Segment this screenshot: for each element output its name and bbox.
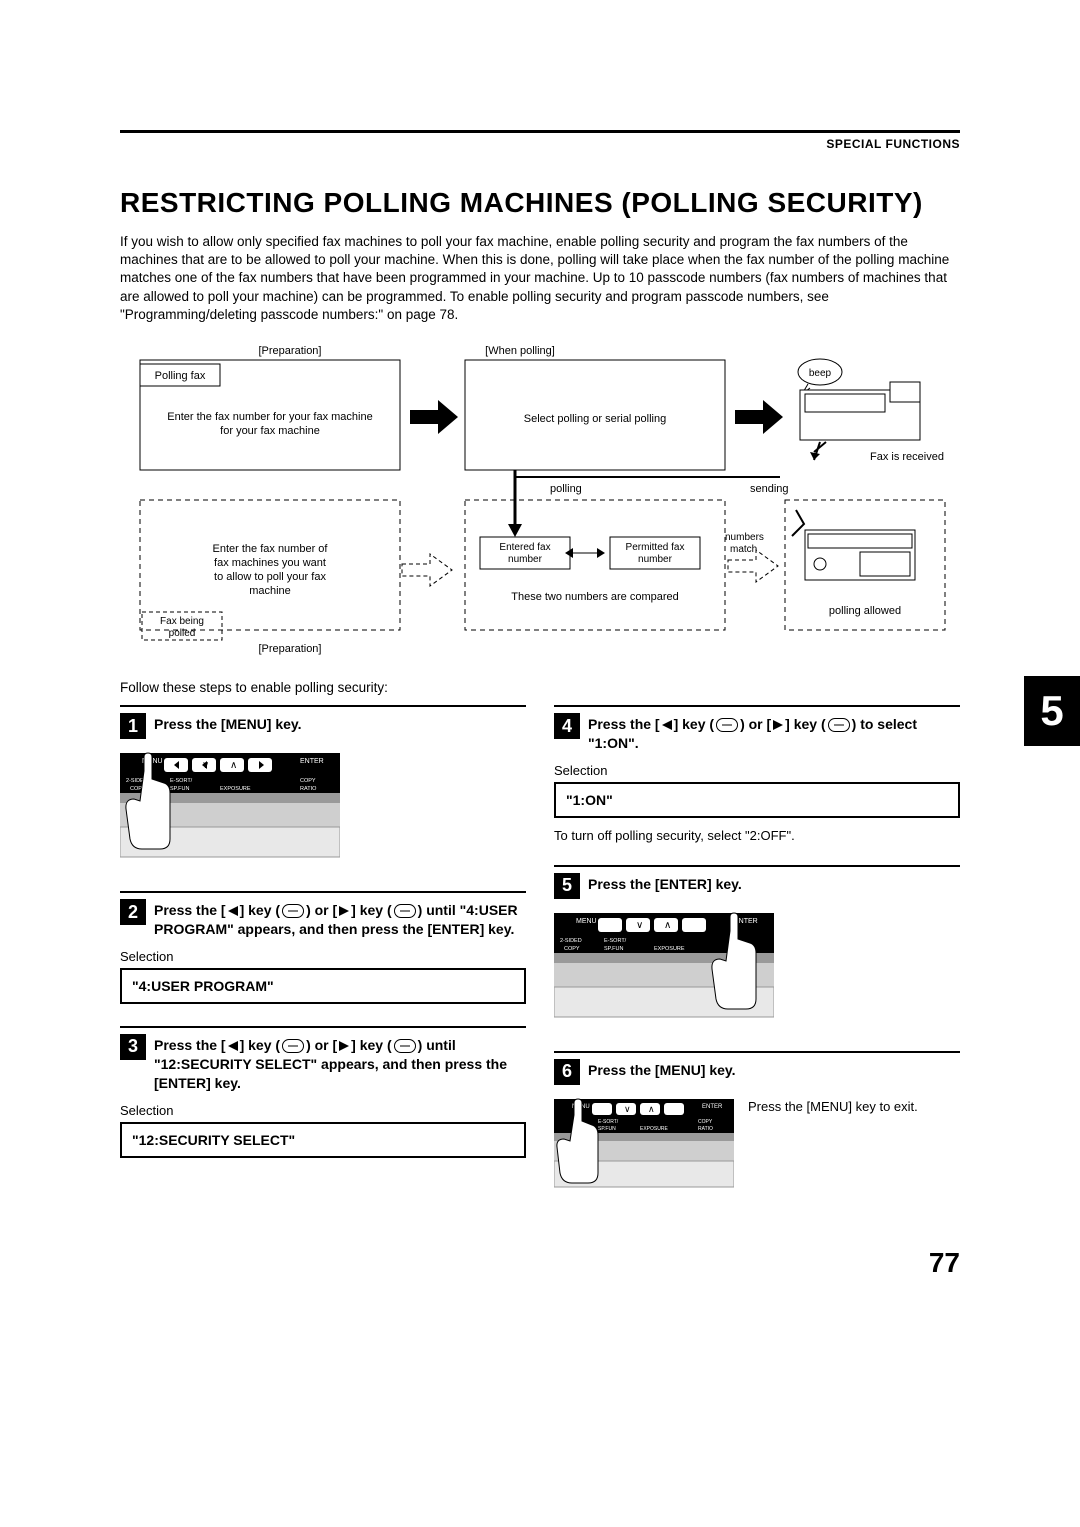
svg-text:SP.FUN: SP.FUN	[598, 1126, 616, 1132]
svg-text:∧: ∧	[230, 760, 237, 771]
svg-text:Select polling or serial polli: Select polling or serial polling	[524, 413, 666, 425]
page-number: 77	[120, 1247, 960, 1279]
svg-text:machine: machine	[249, 585, 291, 597]
step-text: Press the [ENTER] key.	[588, 873, 742, 894]
svg-text:match: match	[730, 544, 757, 555]
svg-text:to allow to poll your fax: to allow to poll your fax	[214, 571, 326, 583]
step-text: Press the [MENU] key.	[588, 1059, 736, 1080]
selection-display: "4:USER PROGRAM"	[120, 968, 526, 1004]
svg-text:polled: polled	[169, 628, 196, 639]
svg-text:Enter the fax number for your: Enter the fax number for your fax machin…	[167, 411, 372, 423]
svg-text:COPY: COPY	[564, 946, 580, 952]
svg-text:∧: ∧	[648, 1104, 655, 1114]
svg-text:E-SORT/: E-SORT/	[604, 938, 627, 944]
left-arrow-icon	[226, 1040, 240, 1052]
svg-text:ENTER: ENTER	[702, 1104, 723, 1110]
step-3: 3 Press the [] key () or [] key () until…	[120, 1026, 526, 1158]
polling-diagram: [Preparation] [When polling] Polling fax…	[120, 342, 960, 662]
step-note: To turn off polling security, select "2:…	[554, 828, 960, 843]
selection-label: Selection	[120, 1103, 526, 1118]
svg-text:These two numbers are compared: These two numbers are compared	[511, 591, 679, 603]
svg-text:Entered fax: Entered fax	[499, 542, 550, 553]
right-arrow-icon	[771, 719, 785, 731]
selection-label: Selection	[554, 763, 960, 778]
section-header: SPECIAL FUNCTIONS	[120, 137, 960, 151]
svg-text:COPY: COPY	[698, 1119, 713, 1125]
right-arrow-icon	[337, 1040, 351, 1052]
selection-display: "1:ON"	[554, 782, 960, 818]
svg-text:∧: ∧	[664, 920, 671, 931]
step-5: 5 Press the [ENTER] key. MENU ENTER	[554, 865, 960, 1029]
step-4: 4 Press the [] key () or [] key () to se…	[554, 705, 960, 843]
svg-text:numbers: numbers	[725, 532, 764, 543]
left-arrow-icon	[226, 905, 240, 917]
header-rule	[120, 130, 960, 133]
step-num: 1	[120, 713, 146, 739]
svg-text:MENU: MENU	[576, 918, 597, 925]
control-panel-illustration: MENU ENTER ∨ ∧ 2-SIDED	[120, 749, 340, 869]
control-panel-illustration: MENU ENTER ∨ ∧ 2-SIDED E-SORT/ COPY SP.F…	[554, 909, 774, 1029]
svg-text:Fax being: Fax being	[160, 616, 204, 627]
svg-text:[Preparation]: [Preparation]	[259, 345, 322, 357]
step-6: 6 Press the [MENU] key. MENU ENTER	[554, 1051, 960, 1195]
svg-text:RATIO: RATIO	[698, 1126, 713, 1132]
svg-text:∨: ∨	[202, 760, 209, 771]
step-note: Press the [MENU] key to exit.	[748, 1095, 960, 1114]
oval-key-icon	[282, 1039, 304, 1053]
right-arrow-icon	[337, 905, 351, 917]
selection-label: Selection	[120, 949, 526, 964]
svg-text:number: number	[638, 554, 673, 565]
step-num: 4	[554, 713, 580, 739]
step-text: Press the [MENU] key.	[154, 713, 302, 734]
svg-text:polling allowed: polling allowed	[829, 605, 901, 617]
step-text: Press the [] key () or [] key () until "…	[154, 899, 526, 939]
svg-text:number: number	[508, 554, 543, 565]
svg-text:EXPOSURE: EXPOSURE	[220, 786, 251, 792]
svg-text:2-SIDED: 2-SIDED	[560, 938, 582, 944]
svg-text:fax machines you want: fax machines you want	[214, 557, 326, 569]
left-arrow-icon	[660, 719, 674, 731]
svg-text:polling: polling	[550, 483, 582, 495]
step-text: Press the [] key () or [] key () to sele…	[588, 713, 960, 753]
step-num: 6	[554, 1059, 580, 1085]
svg-text:Enter the fax number of: Enter the fax number of	[213, 543, 329, 555]
svg-text:E-SORT/: E-SORT/	[598, 1119, 619, 1125]
selection-display: "12:SECURITY SELECT"	[120, 1122, 526, 1158]
step-num: 3	[120, 1034, 146, 1060]
svg-text:ENTER: ENTER	[300, 758, 324, 765]
oval-key-icon	[394, 904, 416, 918]
svg-text:SP.FUN: SP.FUN	[170, 786, 189, 792]
page-title: RESTRICTING POLLING MACHINES (POLLING SE…	[120, 187, 960, 219]
svg-text:∨: ∨	[636, 920, 643, 931]
step-1: 1 Press the [MENU] key. MENU ENTER	[120, 705, 526, 869]
follow-text: Follow these steps to enable polling sec…	[120, 680, 960, 695]
svg-text:Permitted fax: Permitted fax	[626, 542, 685, 553]
svg-text:[When polling]: [When polling]	[485, 345, 555, 357]
oval-key-icon	[394, 1039, 416, 1053]
svg-text:COPY: COPY	[300, 778, 316, 784]
step-num: 2	[120, 899, 146, 925]
chapter-tab: 5	[1024, 676, 1080, 746]
step-2: 2 Press the [] key () or [] key () until…	[120, 891, 526, 1004]
step-text: Press the [] key () or [] key () until "…	[154, 1034, 526, 1093]
svg-text:beep: beep	[809, 368, 832, 379]
svg-text:∨: ∨	[624, 1104, 631, 1114]
svg-text:EXPOSURE: EXPOSURE	[640, 1126, 668, 1132]
svg-text:Polling fax: Polling fax	[155, 370, 206, 382]
svg-text:SP.FUN: SP.FUN	[604, 946, 623, 952]
svg-text:sending: sending	[750, 483, 789, 495]
svg-text:Fax is received: Fax is received	[870, 451, 944, 463]
control-panel-illustration: MENU ENTER ∨ ∧ E-SORT/ COPY SP.FUN EXPOS…	[554, 1095, 734, 1195]
svg-text:E-SORT/: E-SORT/	[170, 778, 193, 784]
step-num: 5	[554, 873, 580, 899]
svg-text:EXPOSURE: EXPOSURE	[654, 946, 685, 952]
svg-text:[Preparation]: [Preparation]	[259, 643, 322, 655]
oval-key-icon	[828, 718, 850, 732]
oval-key-icon	[282, 904, 304, 918]
svg-text:for your fax machine: for your fax machine	[220, 425, 320, 437]
oval-key-icon	[716, 718, 738, 732]
intro-paragraph: If you wish to allow only specified fax …	[120, 233, 960, 324]
svg-text:RATIO: RATIO	[300, 786, 317, 792]
